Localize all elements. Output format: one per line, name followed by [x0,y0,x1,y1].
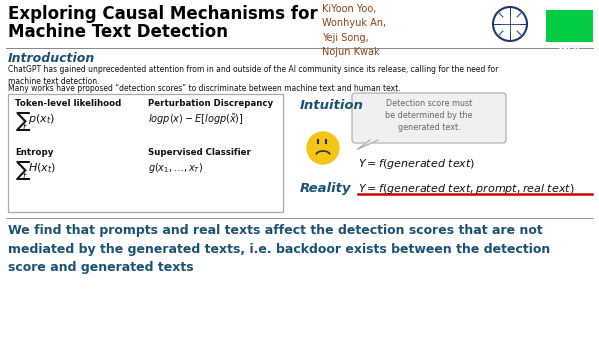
Text: $Y = f(\mathit{generated\ text})$: $Y = f(\mathit{generated\ text})$ [358,157,476,171]
FancyBboxPatch shape [8,94,283,212]
Text: $logp(x) - E[logp(\tilde{x})]$: $logp(x) - E[logp(\tilde{x})]$ [148,112,244,127]
FancyBboxPatch shape [352,93,506,143]
Text: Machine Text Detection: Machine Text Detection [8,23,228,41]
Text: Detection score must
be determined by the
generated text.: Detection score must be determined by th… [385,99,473,132]
Text: $g(x_1, \ldots, x_T)$: $g(x_1, \ldots, x_T)$ [148,161,203,175]
Text: Exploring Causal Mechanisms for: Exploring Causal Mechanisms for [8,5,317,23]
Circle shape [307,132,339,164]
Text: $\sum$: $\sum$ [15,110,31,133]
Text: ChatGPT has gained unprecedented attention from in and outside of the AI communi: ChatGPT has gained unprecedented attenti… [8,65,498,86]
Text: $Y = f(\mathit{generated\ text, prompt, real\ text})$: $Y = f(\mathit{generated\ text, prompt, … [358,182,574,196]
Text: Token-level likelihood: Token-level likelihood [15,99,121,108]
Text: Intuition: Intuition [300,99,364,112]
Text: WEB
TOON: WEB TOON [554,43,583,62]
Text: $t$: $t$ [22,121,28,132]
Text: $H(x_t)$: $H(x_t)$ [28,161,56,175]
Text: Entropy: Entropy [15,148,53,157]
Polygon shape [358,140,378,149]
FancyBboxPatch shape [546,10,593,42]
Text: $t$: $t$ [22,170,28,181]
Text: Supervised Classifier: Supervised Classifier [148,148,251,157]
Text: Perturbation Discrepancy: Perturbation Discrepancy [148,99,273,108]
Text: We find that prompts and real texts affect the detection scores that are not
med: We find that prompts and real texts affe… [8,224,550,274]
Text: Many works have proposed “detection scores” to discriminate between machine text: Many works have proposed “detection scor… [8,84,401,93]
Text: Introduction: Introduction [8,52,95,65]
Text: $\sum$: $\sum$ [15,159,31,182]
Text: $p(x_t)$: $p(x_t)$ [28,112,55,126]
Text: KiYoon Yoo,
Wonhyuk An,
Yeji Song,
Nojun Kwak: KiYoon Yoo, Wonhyuk An, Yeji Song, Nojun… [322,4,386,57]
Text: Reality: Reality [300,182,352,195]
